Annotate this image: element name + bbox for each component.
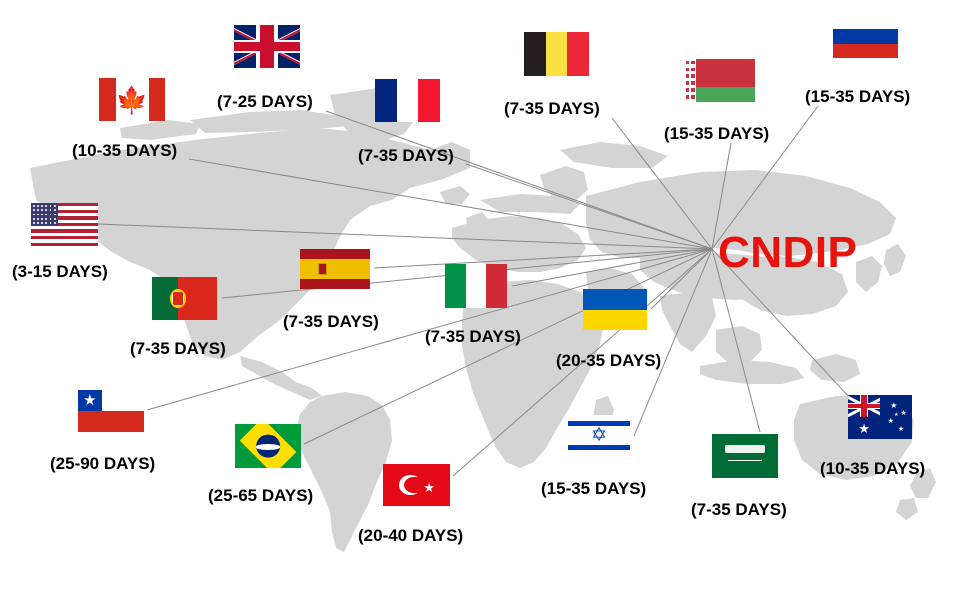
flag-spain [300, 249, 370, 289]
delivery-time-label-usa: (3-15 DAYS) [12, 262, 108, 281]
flag-italy [445, 264, 507, 308]
flag-belgium [524, 32, 589, 76]
flag-turkey: ★ [383, 464, 450, 506]
hub-label-cndip: CNDIP [718, 228, 858, 277]
delivery-time-label-turkey: (20-40 DAYS) [358, 526, 464, 545]
delivery-time-label-ukraine: (20-35 DAYS) [556, 351, 662, 370]
flag-russia [833, 15, 898, 58]
flag-belarus [685, 59, 755, 102]
delivery-time-label-belgium: (7-35 DAYS) [504, 99, 600, 118]
flag-chile: ★ [78, 390, 144, 432]
delivery-time-label-italy: (7-35 DAYS) [425, 327, 521, 346]
flag-israel: ✡ [568, 415, 630, 456]
flag-canada: 🍁 [99, 78, 165, 121]
delivery-time-label-russia: (15-35 DAYS) [805, 87, 911, 106]
flag-australia: ★ ★ ★ ★ ★ ★ [848, 395, 912, 439]
delivery-time-label-belarus: (15-35 DAYS) [664, 124, 770, 143]
flag-usa [31, 203, 98, 246]
delivery-time-label-brazil: (25-65 DAYS) [208, 486, 314, 505]
delivery-time-label-spain: (7-35 DAYS) [283, 312, 379, 331]
delivery-time-label-portugal: (7-35 DAYS) [130, 339, 226, 358]
flag-saudi-arabia [712, 434, 778, 478]
flag-france [375, 79, 440, 122]
delivery-time-label-australia: (10-35 DAYS) [820, 459, 926, 478]
delivery-time-label-saudi-arabia: (7-35 DAYS) [691, 500, 787, 519]
flag-portugal [152, 277, 217, 320]
flag-uk [234, 25, 300, 68]
delivery-time-label-france: (7-35 DAYS) [358, 146, 454, 165]
delivery-time-label-chile: (25-90 DAYS) [50, 454, 156, 473]
delivery-time-label-uk: (7-25 DAYS) [217, 92, 313, 111]
flag-ukraine [583, 289, 647, 330]
flag-brazil [235, 424, 301, 468]
delivery-time-label-canada: (10-35 DAYS) [72, 141, 178, 160]
delivery-time-label-israel: (15-35 DAYS) [541, 479, 647, 498]
